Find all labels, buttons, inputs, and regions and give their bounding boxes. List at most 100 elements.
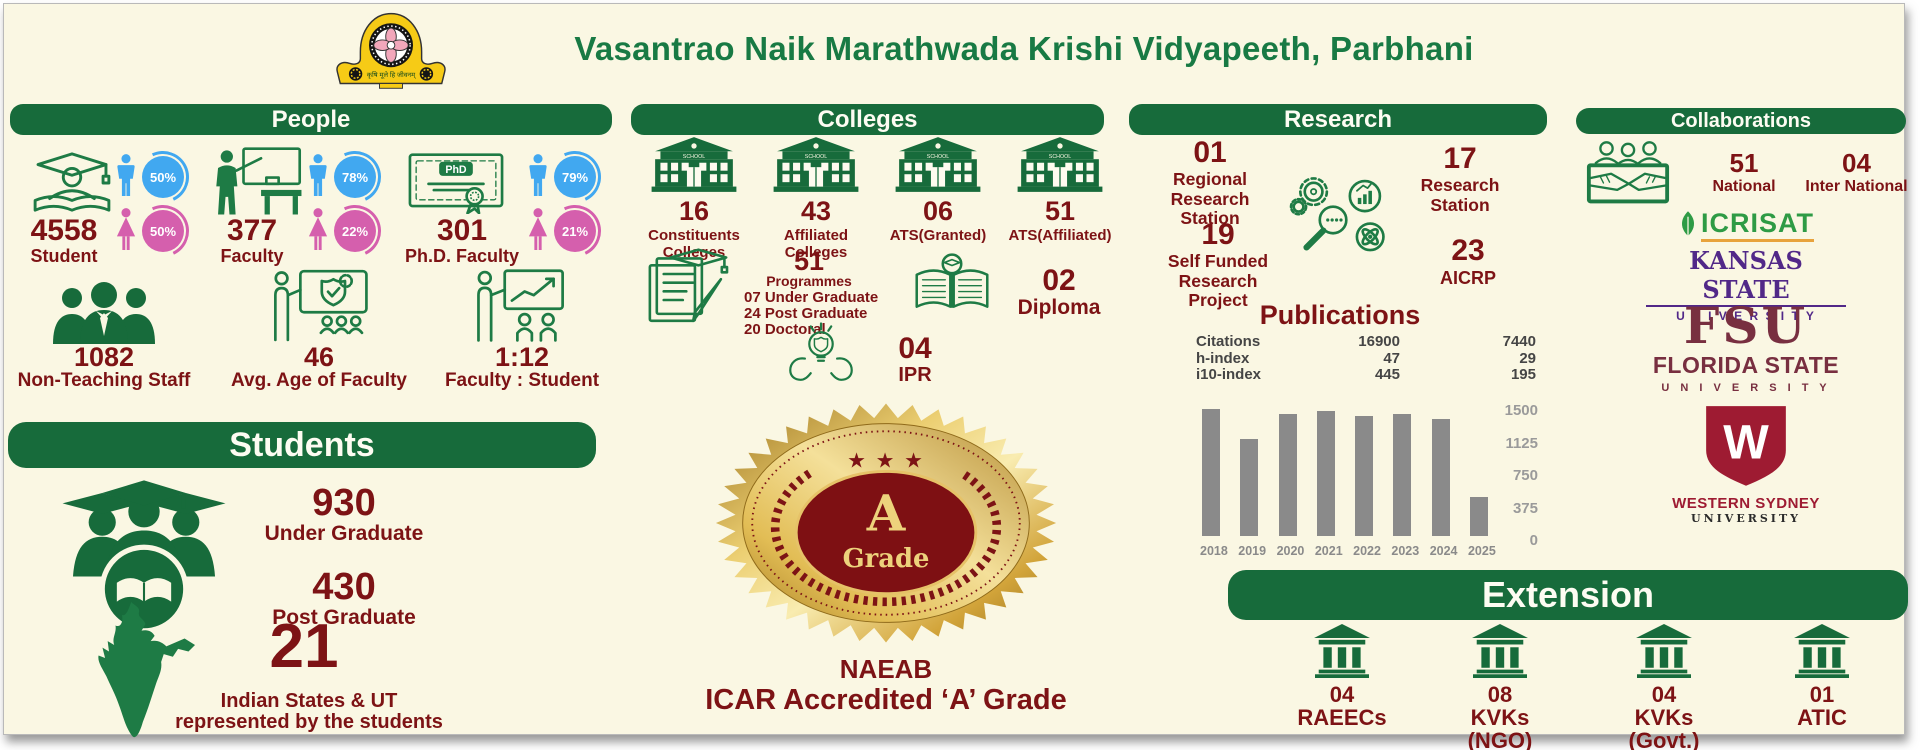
india-map-icon bbox=[98, 602, 196, 738]
regional-research-station-label: Regional Research Station bbox=[1170, 169, 1250, 229]
postgraduate-label: Post Graduate bbox=[272, 606, 416, 629]
stat-value: 43 bbox=[800, 196, 832, 226]
bar-2025: 2025 bbox=[1468, 406, 1496, 558]
male-percentage-badge: 79% bbox=[554, 156, 596, 198]
diploma-count: 02 bbox=[1042, 264, 1076, 297]
stat-value: 51 bbox=[1044, 196, 1076, 226]
ytick-375: 375 bbox=[1512, 500, 1538, 517]
section-header-extension: Extension bbox=[1228, 570, 1908, 620]
stat-value: 04 bbox=[1329, 682, 1355, 707]
svg-text:PhD: PhD bbox=[445, 164, 467, 176]
section-header-research: Research bbox=[1129, 104, 1547, 135]
bar-2018: 2018 bbox=[1200, 406, 1228, 558]
publications-yticks: 1500 1125 750 375 0 bbox=[1494, 402, 1538, 550]
bank-building-icon bbox=[1472, 624, 1528, 678]
svg-text:SCHOOL: SCHOOL bbox=[927, 154, 949, 160]
kvks-ngo-stat: 08 KVKs (NGO) bbox=[1430, 624, 1570, 750]
national-collab-label: National bbox=[1712, 178, 1776, 195]
international-collab-count: 04 bbox=[1842, 148, 1871, 178]
phd-certificate-icon: PhD bbox=[408, 153, 504, 214]
male-icon bbox=[309, 154, 327, 196]
bar-2023: 2023 bbox=[1391, 406, 1419, 558]
bar-2020: 2020 bbox=[1277, 406, 1304, 558]
male-icon bbox=[117, 154, 135, 196]
female-percentage-badge: 22% bbox=[334, 210, 376, 252]
postgraduate-count: 430 bbox=[312, 566, 376, 608]
table-row: i10-index 445 195 bbox=[1196, 366, 1536, 383]
ytick-750: 750 bbox=[1512, 467, 1538, 484]
stat-label: ATS(Affiliated) bbox=[1008, 227, 1112, 244]
aicrp-count: 23 bbox=[1451, 234, 1485, 267]
self-funded-projects-label: Self Funded Research Project bbox=[1167, 251, 1269, 311]
undergraduate-count: 930 bbox=[312, 482, 376, 524]
female-icon bbox=[308, 208, 328, 250]
constituent-colleges-stat: SCHOOL 16 Constituents Colleges bbox=[636, 137, 752, 261]
svg-text:SCHOOL: SCHOOL bbox=[683, 154, 705, 160]
faculty-student-ratio-label: Faculty : Student bbox=[444, 370, 600, 391]
publications-title: Publications bbox=[1259, 300, 1421, 330]
bar-2022: 2022 bbox=[1353, 406, 1381, 558]
non-teaching-staff-label: Non-Teaching Staff bbox=[17, 370, 191, 391]
section-header-collaborations: Collaborations bbox=[1576, 108, 1906, 134]
students-count-label: Student bbox=[30, 246, 98, 266]
college-building-icon: SCHOOL bbox=[773, 137, 859, 192]
stat-label: ATIC bbox=[1797, 705, 1847, 730]
accreditation-org: NAEAB bbox=[839, 654, 933, 684]
publications-bars: 2018 2019 2020 2021 2022 2023 2024 2025 bbox=[1200, 406, 1496, 558]
non-teaching-staff-count: 1082 bbox=[73, 342, 135, 372]
stat-label: ATS(Granted) bbox=[889, 227, 987, 244]
stat-value: 04 bbox=[1651, 682, 1677, 707]
college-building-icon: SCHOOL bbox=[1017, 137, 1103, 192]
ytick-0: 0 bbox=[1529, 532, 1538, 549]
avg-age-icon bbox=[274, 269, 368, 342]
faculty-count: 377 bbox=[226, 214, 278, 247]
self-funded-projects-count: 19 bbox=[1201, 218, 1235, 251]
ytick-1125: 1125 bbox=[1505, 435, 1538, 452]
infographic-panel: कृषि मूले हि जीवनम् Vasantrao Naik Marat… bbox=[3, 3, 1908, 750]
stat-label: KVKs bbox=[1634, 705, 1694, 730]
bank-building-icon bbox=[1794, 624, 1850, 678]
undergraduate-label: Under Graduate bbox=[264, 522, 424, 545]
badge-stars: ★ ★ ★ bbox=[847, 450, 925, 473]
research-station-label: Research Station bbox=[1420, 175, 1500, 215]
programmes-count: 51 bbox=[793, 246, 825, 276]
atic-stat: 01 ATIC bbox=[1752, 624, 1892, 729]
svg-text:W: W bbox=[1723, 416, 1769, 470]
stat-value: 08 bbox=[1487, 682, 1513, 707]
college-building-icon: SCHOOL bbox=[895, 137, 981, 192]
male-percentage-badge: 50% bbox=[142, 156, 184, 198]
graduate-student-icon bbox=[33, 152, 111, 212]
female-percentage-badge: 21% bbox=[554, 210, 596, 252]
bar-2024: 2024 bbox=[1430, 406, 1458, 558]
faculty-icon bbox=[216, 147, 302, 215]
accreditation-line: ICAR Accredited ‘A’ Grade bbox=[705, 684, 1067, 716]
ipr-count: 04 bbox=[898, 332, 932, 365]
affiliated-colleges-stat: SCHOOL 43 Affiliated Colleges bbox=[758, 137, 874, 261]
bank-building-icon bbox=[1314, 624, 1370, 678]
diploma-book-icon bbox=[915, 253, 989, 308]
a-grade-gold-seal: ★ ★ ★ A Grade bbox=[715, 403, 1057, 643]
badge-grade-letter: A bbox=[866, 484, 907, 543]
research-icon bbox=[1289, 177, 1385, 252]
female-icon bbox=[528, 208, 548, 250]
stat-label: KVKs bbox=[1470, 705, 1530, 730]
handshake-icon bbox=[1586, 141, 1670, 204]
non-teaching-staff-icon bbox=[53, 282, 155, 344]
stat-value: 06 bbox=[922, 196, 954, 226]
section-header-colleges: Colleges bbox=[631, 104, 1104, 135]
wsu-shield-icon: W bbox=[1706, 406, 1786, 486]
stat-label: Constituents bbox=[648, 227, 740, 244]
faculty-student-ratio-icon bbox=[477, 269, 564, 342]
stat-label: RAEECs bbox=[1297, 705, 1387, 730]
svg-text:SCHOOL: SCHOOL bbox=[805, 154, 827, 160]
regional-research-station-count: 01 bbox=[1193, 136, 1227, 169]
stat-value: 01 bbox=[1809, 682, 1835, 707]
badge-grade-word: Grade bbox=[843, 544, 930, 574]
students-count: 4558 bbox=[30, 214, 98, 247]
logo-motto: कृषि मूले हि जीवनम् bbox=[367, 71, 416, 79]
bank-building-icon bbox=[1636, 624, 1692, 678]
international-collab-label: Inter National bbox=[1805, 178, 1908, 195]
states-count: 21 bbox=[269, 612, 339, 681]
faculty-student-ratio: 1:12 bbox=[494, 342, 550, 372]
